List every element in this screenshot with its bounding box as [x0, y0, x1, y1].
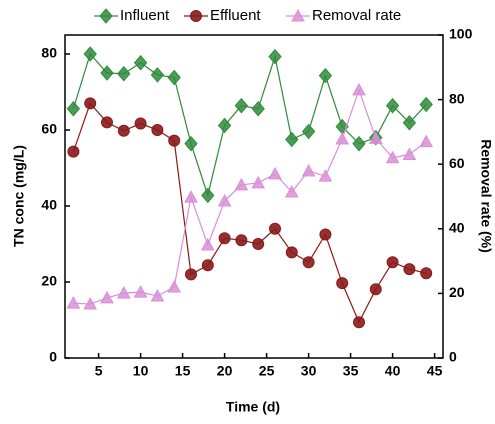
marker — [167, 279, 182, 293]
x-tick-label: 20 — [217, 363, 233, 379]
y2-tick-label: 80 — [449, 90, 465, 106]
marker — [133, 285, 148, 298]
marker — [234, 97, 249, 114]
marker — [201, 187, 215, 204]
marker — [284, 184, 299, 198]
marker — [369, 283, 382, 296]
marker — [385, 97, 400, 114]
marker — [251, 175, 266, 189]
marker — [117, 65, 131, 82]
y-tick-label: 20 — [41, 273, 57, 289]
marker — [66, 100, 81, 117]
y-axis-label: TN conc (mg/L) — [11, 145, 27, 247]
marker — [217, 117, 232, 134]
marker — [419, 134, 434, 148]
marker — [335, 131, 350, 145]
marker — [420, 267, 433, 280]
x-tick-label: 40 — [385, 363, 401, 379]
marker — [268, 48, 282, 65]
marker — [167, 69, 181, 86]
legend-label: Effluent — [210, 7, 261, 24]
marker — [402, 147, 417, 161]
marker — [368, 131, 383, 144]
x-axis-label: Time (d) — [226, 399, 280, 415]
marker — [386, 256, 399, 269]
marker — [352, 135, 366, 152]
marker — [116, 286, 131, 299]
marker — [319, 228, 332, 241]
marker — [201, 259, 214, 272]
marker — [134, 117, 147, 130]
marker — [150, 288, 165, 302]
marker — [133, 54, 148, 71]
marker — [100, 290, 114, 304]
x-tick-label: 30 — [301, 363, 317, 379]
marker — [200, 237, 215, 251]
marker — [66, 296, 81, 309]
marker — [150, 67, 165, 83]
marker — [99, 8, 113, 24]
y2-tick-label: 20 — [449, 284, 465, 300]
y2-axis-label: Removal rate (%) — [478, 139, 494, 253]
marker — [218, 232, 231, 245]
y-tick-label: 60 — [41, 121, 57, 137]
marker — [184, 190, 198, 203]
y2-tick-label: 0 — [449, 349, 457, 365]
y2-tick-label: 100 — [449, 26, 473, 42]
series-line — [73, 88, 427, 305]
marker — [419, 96, 433, 113]
marker — [235, 234, 248, 247]
marker — [100, 65, 114, 81]
x-tick-label: 35 — [343, 363, 359, 379]
marker — [217, 193, 232, 207]
marker — [385, 150, 400, 164]
marker — [84, 97, 97, 110]
marker — [151, 124, 164, 136]
marker — [83, 297, 98, 310]
marker — [285, 246, 298, 259]
y-tick-label: 0 — [49, 349, 57, 365]
x-tick-label: 45 — [427, 363, 443, 379]
marker — [403, 263, 416, 276]
marker — [352, 82, 366, 96]
marker — [251, 100, 265, 117]
legend-label: Influent — [120, 7, 170, 24]
marker — [252, 238, 265, 250]
x-tick-label: 25 — [259, 363, 275, 379]
marker — [67, 145, 80, 158]
marker — [285, 131, 299, 148]
plot-frame — [64, 34, 444, 359]
y2-tick-label: 40 — [449, 220, 465, 236]
marker — [268, 166, 282, 180]
y-tick-label: 40 — [41, 197, 57, 213]
marker — [318, 169, 333, 182]
marker — [234, 177, 249, 191]
marker — [301, 163, 316, 177]
marker — [83, 46, 97, 62]
marker — [117, 124, 130, 137]
marker — [301, 123, 316, 140]
marker — [318, 67, 333, 84]
legend-label: Removal rate — [312, 7, 401, 24]
marker — [291, 8, 305, 22]
marker — [168, 134, 181, 147]
marker — [190, 10, 202, 22]
x-tick-label: 5 — [95, 363, 103, 379]
y2-tick-label: 60 — [449, 155, 465, 171]
marker — [185, 268, 197, 281]
marker — [402, 115, 417, 131]
marker — [101, 116, 113, 129]
series-line — [72, 102, 427, 324]
y-tick-label: 80 — [41, 45, 57, 61]
x-tick-label: 10 — [133, 363, 149, 379]
series-line — [72, 52, 427, 198]
marker — [184, 135, 198, 152]
marker — [336, 277, 349, 290]
marker — [302, 256, 315, 269]
x-tick-label: 15 — [175, 363, 191, 379]
marker — [269, 222, 281, 235]
marker — [353, 316, 365, 329]
